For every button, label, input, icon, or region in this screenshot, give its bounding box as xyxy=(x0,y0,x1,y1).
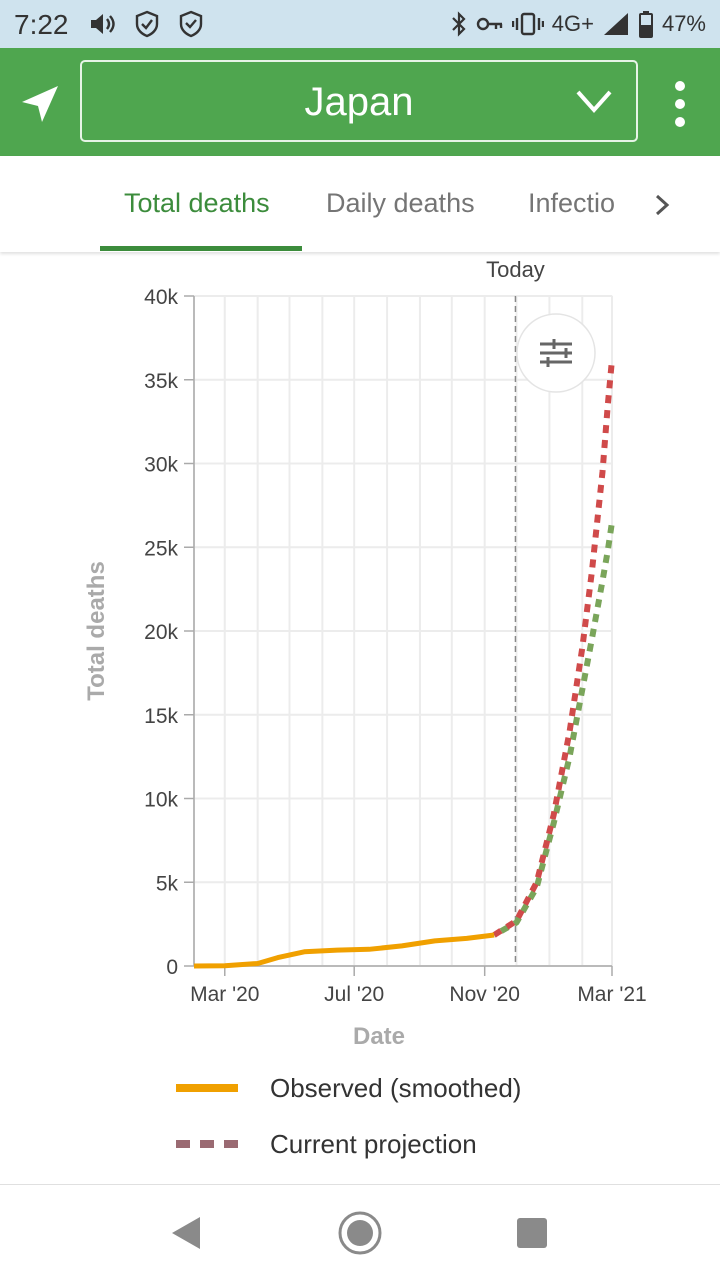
home-icon[interactable] xyxy=(336,1209,384,1257)
legend-item-projection[interactable]: Current projection xyxy=(176,1124,477,1164)
x-axis-title: Date xyxy=(353,1023,405,1050)
back-icon[interactable] xyxy=(170,1215,202,1251)
status-bar: 7:22 4G+ 47% xyxy=(0,0,720,48)
chart-axes xyxy=(184,295,613,976)
x-tick-label: Mar '21 xyxy=(577,983,646,1006)
active-tab-indicator xyxy=(100,246,302,251)
legend-label: Observed (smoothed) xyxy=(270,1072,522,1103)
key-icon xyxy=(476,17,502,31)
signal-icon xyxy=(603,13,628,35)
tab-daily-deaths[interactable]: Daily deaths xyxy=(326,188,475,218)
total-deaths-chart: 0 5k 10k 15k 20k 25k 30k 35k 40k Mar '20 Jul '20 No… xyxy=(83,257,647,1050)
x-tick-label: Jul '20 xyxy=(324,983,384,1006)
shield-check-icon xyxy=(135,10,159,38)
legend-swatch-projection xyxy=(176,1140,238,1148)
y-tick-label: 0 xyxy=(166,956,178,979)
navigation-arrow-icon[interactable] xyxy=(16,80,64,128)
y-tick-label: 15k xyxy=(144,705,178,728)
status-right-icons: 4G+ 47% xyxy=(450,8,706,40)
more-vertical-icon[interactable] xyxy=(664,78,696,130)
y-tick-label: 20k xyxy=(144,621,178,644)
series-line-observed xyxy=(193,932,495,969)
legend-swatch-observed xyxy=(176,1084,238,1092)
status-left-icons xyxy=(88,10,204,38)
y-tick-label: 30k xyxy=(144,454,178,477)
status-time: 7:22 xyxy=(14,9,69,40)
shield-icon xyxy=(179,10,203,38)
chevron-right-icon[interactable] xyxy=(650,190,674,220)
y-tick-label: 35k xyxy=(144,370,178,393)
y-tick-label: 40k xyxy=(144,286,178,309)
chevron-down-icon xyxy=(576,90,612,114)
y-tick-label: 5k xyxy=(156,872,179,895)
network-type: 4G+ xyxy=(551,11,594,36)
bluetooth-icon xyxy=(451,11,466,37)
country-selector[interactable]: Japan xyxy=(80,60,638,142)
y-tick-label: 25k xyxy=(144,537,178,560)
series-line-projection-red xyxy=(492,359,615,938)
chart-legend: Observed (smoothed) Current projection xyxy=(0,1062,720,1172)
tab-infections[interactable]: Infectio xyxy=(528,188,616,218)
today-label: Today xyxy=(486,257,545,282)
sliders-icon xyxy=(540,339,572,367)
system-nav-bar xyxy=(0,1184,720,1281)
tab-total-deaths[interactable]: Total deaths xyxy=(124,188,270,218)
volume-icon xyxy=(91,14,115,34)
tab-bar: Total deaths Daily deaths Infectio xyxy=(0,156,720,252)
y-tick-label: 10k xyxy=(144,789,178,812)
recents-icon[interactable] xyxy=(516,1217,548,1249)
battery-level: 47% xyxy=(661,11,706,36)
chart-labels: 0 5k 10k 15k 20k 25k 30k 35k 40k Mar '20 Jul '20 No… xyxy=(83,257,647,1050)
chart-series xyxy=(193,359,615,969)
x-tick-label: Nov '20 xyxy=(449,983,520,1006)
y-axis-title: Total deaths xyxy=(83,561,110,701)
legend-item-observed[interactable]: Observed (smoothed) xyxy=(176,1068,521,1108)
battery-icon xyxy=(638,11,653,38)
vibrate-icon xyxy=(511,12,544,36)
country-name: Japan xyxy=(304,80,414,124)
legend-label: Current projection xyxy=(270,1128,477,1159)
x-tick-label: Mar '20 xyxy=(190,983,259,1006)
chart-grid xyxy=(193,295,613,967)
filter-button[interactable] xyxy=(516,313,596,393)
